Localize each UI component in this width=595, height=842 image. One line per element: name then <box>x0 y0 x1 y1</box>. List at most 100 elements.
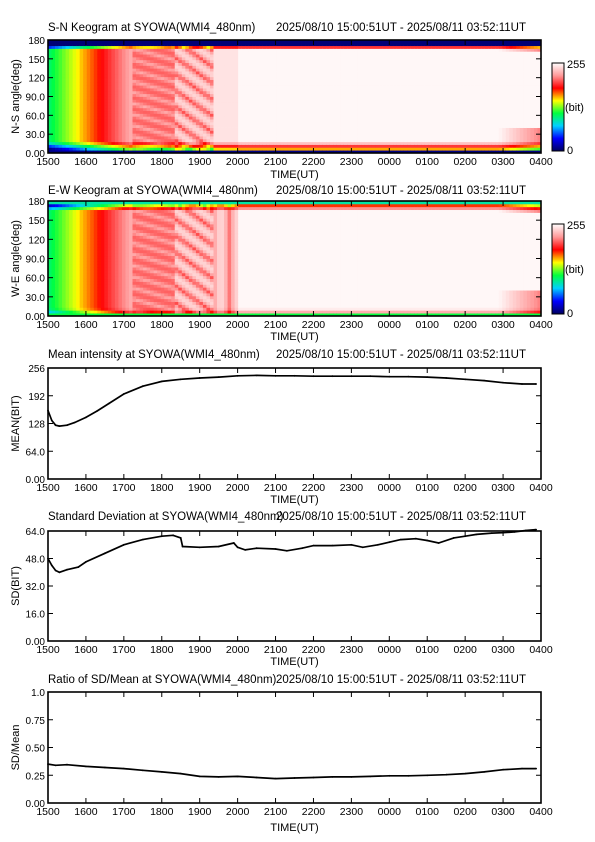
y-tick-label: 180 <box>28 197 45 208</box>
x-tick-label: 1900 <box>188 156 212 168</box>
y-tick-label: 60.0 <box>26 274 46 285</box>
x-tick-label: 0200 <box>453 319 477 331</box>
y-tick-label: 1.0 <box>31 688 45 699</box>
series-points <box>47 374 537 427</box>
series-line <box>47 528 537 574</box>
x-tick-label: 0000 <box>378 319 402 331</box>
data-point <box>198 775 201 778</box>
x-axis-label: TIME(UT) <box>270 169 318 181</box>
x-tick-label: 2300 <box>340 482 364 494</box>
data-point <box>274 777 277 780</box>
panel-title: E-W Keogram at SYOWA(WMI4_480nm) <box>48 185 258 197</box>
x-tick-label: 1800 <box>150 156 174 168</box>
plot-frame <box>47 691 542 804</box>
keogram-image <box>48 201 542 317</box>
x-tick-label: 2300 <box>340 319 364 331</box>
data-point <box>54 764 57 767</box>
data-point <box>369 375 372 378</box>
data-point <box>415 537 417 540</box>
colorbar-max-label: 255 <box>567 220 585 232</box>
y-tick-label: 120 <box>28 74 45 85</box>
data-point <box>464 378 467 381</box>
x-tick-label: 2200 <box>302 644 326 656</box>
x-tick-label: 2300 <box>340 156 364 168</box>
data-point <box>58 571 61 574</box>
data-point <box>85 765 87 768</box>
x-tick-label: 1900 <box>188 319 212 331</box>
x-tick-label: 0000 <box>378 156 402 168</box>
y-tick-label: 128 <box>28 420 45 431</box>
y-axis-label: SD(BIT) <box>10 566 22 606</box>
x-tick-label: 1700 <box>112 319 136 331</box>
data-point <box>407 375 410 378</box>
x-axis-label: TIME(UT) <box>270 331 318 343</box>
x-tick-label: 2300 <box>340 806 364 818</box>
panels: S-N Keogram at SYOWA(WMI4_480nm) 2025/08/… <box>10 22 585 834</box>
y-axis-label: N-S angle(deg) <box>10 59 22 134</box>
data-point <box>483 379 485 382</box>
series-line <box>47 374 537 427</box>
y-tick-label: 90.0 <box>26 255 46 266</box>
data-point <box>255 374 258 377</box>
data-point <box>331 375 334 378</box>
x-tick-label: 0000 <box>378 482 402 494</box>
x-tick-label: 1500 <box>36 644 60 656</box>
data-point <box>535 528 537 531</box>
x-tick-label: 2200 <box>302 806 326 818</box>
panel-sd: Standard Deviation at SYOWA(WMI4_480nm)2… <box>10 511 553 668</box>
data-point <box>107 402 110 405</box>
data-point <box>535 767 537 770</box>
data-point <box>122 393 125 395</box>
data-point <box>301 547 303 550</box>
data-point <box>452 537 455 539</box>
data-point <box>122 767 125 770</box>
x-tick-label: 0300 <box>491 644 515 656</box>
colorbar-unit-label: (bit) <box>565 102 584 114</box>
y-tick-label: 0.75 <box>26 716 46 727</box>
data-point <box>377 543 379 546</box>
data-point <box>331 776 334 778</box>
series-line <box>47 763 537 780</box>
data-point <box>50 564 53 567</box>
data-point <box>66 763 68 766</box>
data-point <box>47 763 49 765</box>
data-point <box>104 552 106 555</box>
panel-time-range: 2025/08/10 15:00:51UT - 2025/08/11 03:52… <box>276 185 526 197</box>
x-tick-label: 1800 <box>150 482 174 494</box>
data-point <box>350 776 353 778</box>
data-point <box>312 776 315 779</box>
x-tick-label: 2000 <box>226 156 250 168</box>
y-axis: 64.0 48.0 32.0 16.0 0.00 SD(BIT) <box>10 527 541 648</box>
data-point <box>181 545 184 548</box>
y-tick-label: 48.0 <box>26 555 46 566</box>
panel-time-range: 2025/08/10 15:00:51UT - 2025/08/11 03:52… <box>276 511 526 523</box>
x-axis-label: TIME(UT) <box>270 656 318 668</box>
data-point <box>399 538 402 541</box>
data-point <box>350 543 353 546</box>
x-axis: 1500 1600 1700 1800 1900 2000 2100 2200 2300 0000… <box>36 692 553 834</box>
x-axis: 1500 1600 1700 1800 1900 2000 2100 2200 2300 0000… <box>36 531 553 668</box>
x-tick-label: 0400 <box>529 319 553 331</box>
x-tick-label: 2100 <box>264 644 288 656</box>
data-point <box>47 557 49 560</box>
data-point <box>293 374 296 377</box>
data-point <box>198 377 201 379</box>
y-tick-label: 0.00 <box>26 637 46 648</box>
data-point <box>483 771 485 773</box>
x-tick-label: 2200 <box>302 319 326 331</box>
data-point <box>141 538 144 541</box>
x-tick-label: 0400 <box>529 156 553 168</box>
data-point <box>524 529 527 532</box>
data-point <box>312 375 315 378</box>
data-point <box>426 774 429 777</box>
x-tick-label: 2200 <box>302 482 326 494</box>
data-point <box>217 776 220 778</box>
y-tick-label: 0.00 <box>26 475 46 486</box>
x-tick-label: 1500 <box>36 482 60 494</box>
x-tick-label: 1500 <box>36 319 60 331</box>
x-tick-label: 1600 <box>74 806 98 818</box>
y-tick-label: 0.25 <box>26 771 46 782</box>
data-point <box>426 376 429 378</box>
x-axis-label: TIME(UT) <box>270 494 318 506</box>
